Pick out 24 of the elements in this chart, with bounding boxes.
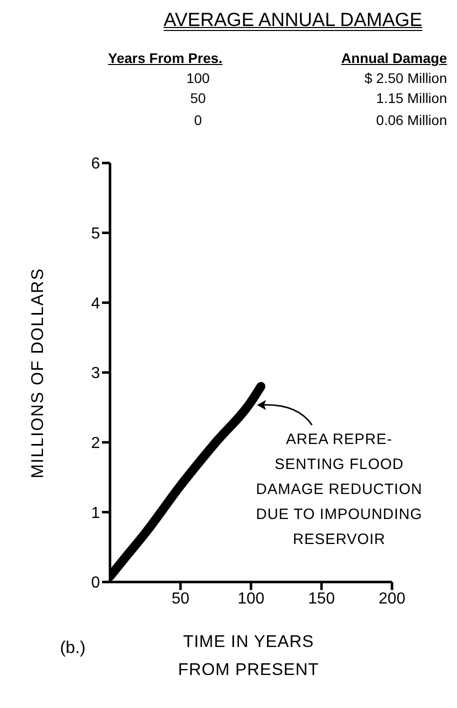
x-tick-label: 200 — [378, 590, 406, 608]
x-axis-title: TIME IN YEARS FROM PRESENT — [178, 631, 320, 681]
y-axis-title: MILLIONS OF DOLLARS — [28, 267, 48, 478]
annotation: AREA REPRE- SENTING FLOOD DAMAGE REDUCTION DUE TO IMPOUNDING RESERVOIR — [256, 430, 422, 550]
y-tick-label: 6 — [91, 156, 100, 173]
text: Annual Damage — [341, 50, 447, 66]
y-tick-label: 3 — [91, 365, 100, 382]
text: 100 — [185, 70, 211, 86]
text: 0.06 Million — [376, 112, 447, 128]
text: $ 2.50 Million — [364, 70, 447, 86]
y-tick-label: 4 — [91, 295, 100, 312]
y-tick-label: 2 — [91, 435, 100, 452]
x-tick-label: 100 — [238, 590, 264, 608]
y-tick-label: 0 — [91, 574, 100, 592]
text: 1.15 Million — [376, 90, 447, 106]
y-tick-label: 1 — [91, 504, 100, 522]
text: 0 — [193, 112, 203, 128]
text: (b.) — [60, 638, 86, 658]
y-tick-label: 5 — [91, 226, 100, 243]
text: 50 — [189, 90, 207, 106]
x-tick-label: 150 — [308, 590, 335, 608]
text: Years From Pres. — [108, 50, 222, 66]
chart-title: AVERAGE ANNUAL DAMAGE — [162, 10, 424, 32]
x-tick-label: 50 — [172, 590, 190, 608]
